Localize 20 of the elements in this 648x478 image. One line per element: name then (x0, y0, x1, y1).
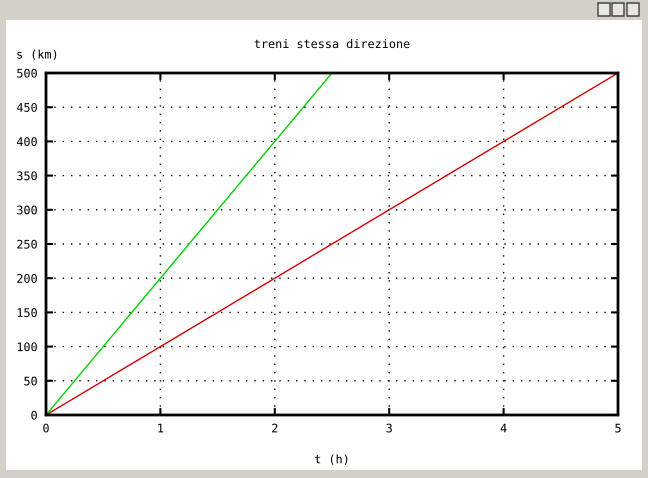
x-tick-label: 0 (43, 424, 49, 433)
y-tick-label: 150 (18, 308, 37, 318)
y-tick-label: 500 (17, 68, 37, 78)
y-tick-label: 0 (31, 410, 37, 420)
y-tick-label: 350 (17, 171, 37, 180)
x-tick-label: 4 (500, 424, 507, 432)
x-tick-label: 1 (158, 424, 164, 432)
y-tick-label: 450 (16, 102, 37, 112)
chart-title: treni stessa direzione (254, 39, 410, 48)
y-tick-label: 250 (17, 240, 37, 249)
x-axis-title: t (h) (314, 454, 348, 465)
y-axis-title: s (km) (17, 50, 56, 60)
y-tick-label: 400 (16, 137, 37, 146)
y-tick-label: 300 (17, 206, 37, 214)
y-tick-label: 100 (18, 342, 37, 352)
y-tick-label: 200 (17, 274, 37, 283)
y-tick-label: 50 (24, 376, 37, 386)
x-tick-label: 5 (615, 424, 621, 433)
x-tick-label: 3 (386, 424, 392, 433)
x-tick-label: 2 (272, 424, 278, 432)
